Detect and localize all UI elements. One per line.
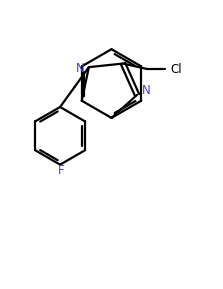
Text: Cl: Cl [170,63,182,76]
Text: N: N [76,62,85,75]
Text: N: N [142,84,151,97]
Text: F: F [58,164,64,177]
